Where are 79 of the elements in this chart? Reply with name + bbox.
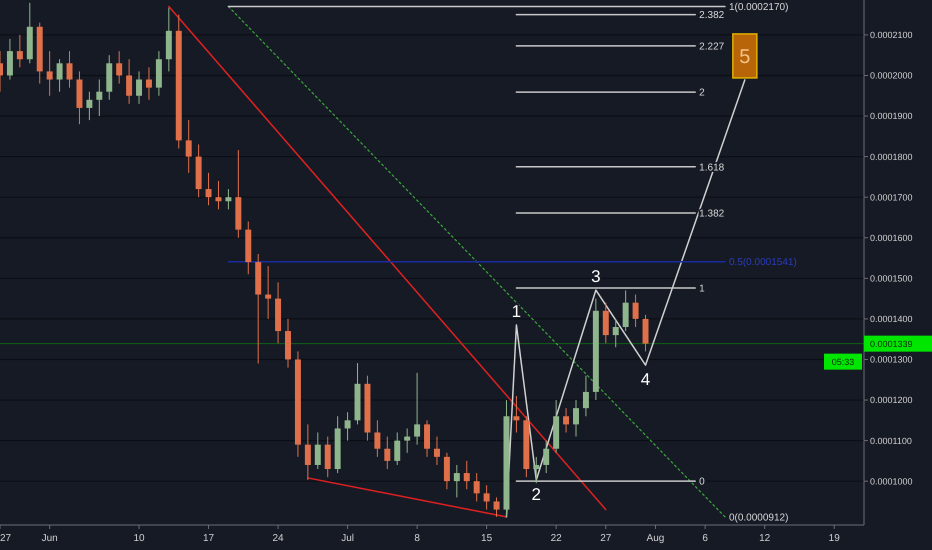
candlestick [374, 420, 380, 458]
annotation: 1 [512, 302, 522, 321]
candlestick [612, 318, 619, 348]
annotation: 5 [739, 46, 750, 68]
candlestick [186, 120, 192, 174]
candlestick [434, 436, 440, 466]
candlestick [454, 464, 460, 498]
candlestick [494, 496, 500, 518]
x-tick-label: 15 [481, 533, 493, 544]
x-tick-label: 17 [202, 533, 215, 544]
annotation: 2.227 [699, 41, 725, 52]
candlestick [484, 484, 490, 510]
candlestick [573, 400, 579, 438]
candlestick [563, 408, 570, 433]
ref-line-label: 0.0001339 [870, 338, 913, 349]
candlestick [513, 395, 520, 433]
annotation: 0(0.0000912) [728, 512, 788, 524]
candlestick [543, 440, 550, 474]
y-tick-label: 0.0001400 [870, 314, 913, 324]
candlestick [384, 436, 390, 470]
candlestick [66, 50, 72, 88]
candlestick [414, 372, 420, 446]
y-tick-label: 0.0002000 [870, 70, 913, 81]
candlestick [206, 172, 212, 206]
y-tick-label: 0.0001100 [870, 436, 912, 446]
y-tick-label: 0.0001700 [870, 192, 913, 202]
x-tick-label: 27 [0, 533, 12, 544]
annotation: 2 [532, 484, 542, 504]
candlestick [464, 460, 470, 490]
annotation: 4 [640, 370, 650, 390]
candlestick [146, 66, 152, 100]
candlestick [46, 50, 53, 96]
annotation: 2 [699, 88, 706, 99]
candlestick [533, 456, 540, 484]
y-tick-label: 0.0001800 [870, 152, 913, 162]
annotation: 05:33 [832, 356, 854, 367]
annotation: 0.5(0.0001541) [728, 257, 797, 268]
candlestick [404, 428, 410, 454]
annotation: 1.382 [699, 208, 725, 220]
y-tick-label: 0.0001200 [870, 395, 913, 406]
y-tick-label: 0.0001500 [870, 273, 913, 284]
x-tick-label: 8 [414, 533, 420, 544]
x-tick-label: Aug [646, 533, 664, 544]
annotation: 3 [591, 267, 601, 286]
candlestick [632, 294, 639, 328]
candlestick [344, 412, 351, 442]
y-tick-label: 0.0001900 [870, 111, 913, 122]
x-tick-label: 10 [133, 533, 146, 544]
candlestick [394, 432, 400, 466]
x-tick-label: 24 [272, 533, 284, 544]
y-tick-label: 0.0001300 [870, 354, 913, 365]
candlestick [126, 58, 132, 104]
candlestick [304, 424, 311, 480]
candlestick [86, 91, 92, 121]
x-tick-label: 19 [828, 533, 840, 544]
y-tick-label: 0.0001000 [870, 476, 913, 486]
x-tick-label: Jul [341, 533, 354, 544]
annotation: 2.382 [699, 10, 725, 22]
x-tick-label: 27 [600, 533, 612, 544]
candlestick [96, 79, 102, 117]
annotation: 0 [699, 476, 706, 488]
annotation: 1 [699, 284, 706, 295]
candlestick [56, 58, 63, 92]
x-tick-label: 12 [759, 533, 771, 544]
candlestick [265, 266, 272, 320]
candlestick [136, 70, 142, 104]
annotation: 1(0.0002170) [728, 2, 788, 13]
y-tick-label: 0.0001600 [870, 232, 913, 243]
candlestick [16, 34, 23, 68]
x-tick-label: 22 [550, 533, 562, 544]
x-tick-label: 6 [702, 533, 708, 544]
candlestick [216, 180, 222, 210]
x-tick-label: Jun [42, 533, 58, 544]
candlestick [314, 432, 321, 470]
candlestick [582, 375, 589, 417]
candlestick [474, 472, 480, 502]
candlestick [116, 50, 122, 84]
candlestick [225, 188, 232, 210]
y-tick-label: 0.0002100 [870, 30, 913, 40]
